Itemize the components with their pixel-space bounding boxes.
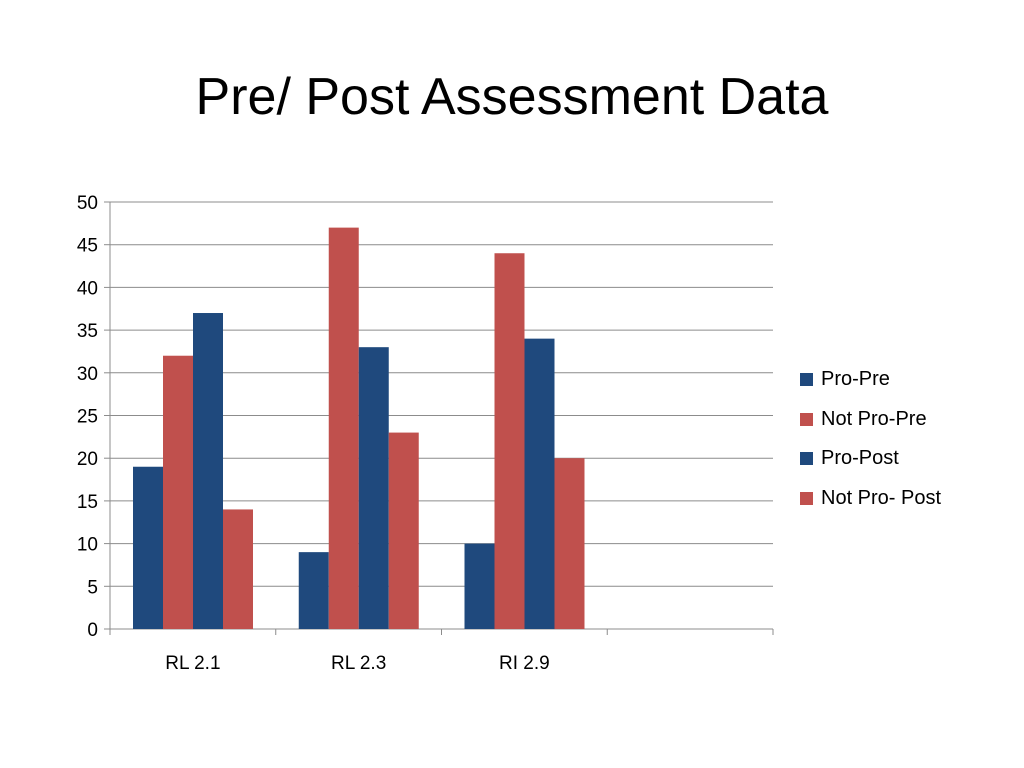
legend-label: Not Pro- Post: [821, 486, 942, 509]
legend-item: Not Pro-Pre: [800, 400, 941, 440]
legend-swatch: [800, 491, 813, 505]
bar-not-pro-pre-rl-2-1: [163, 355, 193, 629]
y-tick-label: 15: [77, 492, 98, 513]
bar-not-pro-pre-ri-2-9: [494, 253, 525, 630]
legend-item: Pro-Post: [800, 439, 941, 479]
legend-swatch: [800, 452, 813, 466]
bar-not-pro-post-rl-2-3: [388, 432, 419, 629]
y-tick-label: 10: [77, 535, 98, 556]
y-tick-label: 50: [77, 193, 98, 214]
y-tick-label: 0: [87, 620, 98, 641]
legend-item: Pro-Pre: [800, 360, 941, 400]
legend-label: Not Pro-Pre: [821, 407, 927, 430]
x-category-labels: RL 2.1 RL 2.3 RI 2.9: [165, 653, 549, 674]
y-tick-label: 20: [77, 449, 98, 470]
bar-pro-post-ri-2-9: [524, 338, 555, 629]
x-category-label: RI 2.9: [499, 653, 550, 674]
legend-label: Pro-Pre: [821, 368, 890, 391]
legend: Pro-Pre Not Pro-Pre Pro-Post Not Pro- Post: [800, 360, 941, 518]
x-category-label: RL 2.3: [331, 653, 386, 674]
y-tick-label: 40: [77, 278, 98, 299]
legend-item: Not Pro- Post: [800, 479, 941, 519]
legend-label: Pro-Post: [821, 447, 899, 470]
y-tick-label: 25: [77, 407, 98, 428]
chart-title: Pre/ Post Assessment Data: [195, 68, 829, 126]
bar-pro-pre-ri-2-9: [464, 543, 495, 629]
y-tick-label: 35: [77, 321, 98, 342]
bar-pro-pre-rl-2-3: [298, 552, 329, 629]
bar-not-pro-pre-rl-2-3: [328, 227, 359, 629]
bar-pro-pre-rl-2-1: [133, 466, 163, 629]
y-tick-labels: 0 5 10 15 20 25 30 35 40 45 50: [77, 193, 98, 641]
bars: [133, 227, 585, 630]
legend-swatch: [800, 373, 813, 387]
bar-pro-post-rl-2-1: [193, 313, 223, 629]
bar-not-pro-post-rl-2-1: [223, 509, 253, 629]
x-category-label: RL 2.1: [165, 653, 220, 674]
bar-not-pro-post-ri-2-9: [554, 458, 585, 629]
bar-pro-post-rl-2-3: [358, 347, 389, 629]
y-tick-label: 5: [87, 577, 98, 598]
y-tick-label: 45: [77, 236, 98, 257]
y-tick-label: 30: [77, 364, 98, 385]
legend-swatch: [800, 412, 813, 426]
